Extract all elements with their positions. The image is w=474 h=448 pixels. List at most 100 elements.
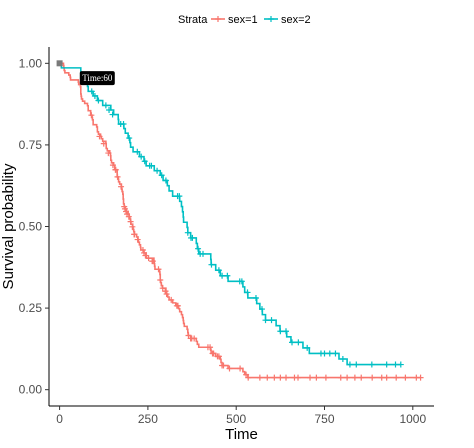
censor-mark-sex-1	[256, 374, 263, 381]
censor-mark-sex-2	[332, 350, 339, 357]
censor-mark-sex-1	[125, 213, 132, 220]
censor-mark-sex-2	[392, 361, 399, 368]
censor-mark-sex-2	[91, 92, 98, 99]
censor-mark-sex-1	[142, 252, 149, 259]
censor-mark-sex-1	[174, 302, 181, 309]
legend-key-mark-sex-2	[268, 16, 274, 22]
censor-mark-sex-2	[295, 339, 302, 346]
censor-mark-sex-1	[96, 133, 103, 140]
censor-mark-sex-2	[208, 261, 215, 268]
x-tick-label: 500	[226, 412, 246, 426]
censor-mark-sex-1	[112, 166, 119, 173]
censor-mark-sex-1	[358, 374, 365, 381]
y-tick-label: 0.00	[19, 383, 43, 397]
y-tick-label: 0.25	[19, 301, 43, 315]
censor-mark-sex-2	[268, 317, 275, 324]
censor-mark-sex-1	[277, 374, 284, 381]
y-tick-label: 1.00	[19, 56, 43, 70]
censor-mark-sex-1	[207, 344, 214, 351]
censor-mark-sex-1	[245, 374, 252, 381]
censor-mark-sex-1	[220, 362, 227, 369]
censor-mark-sex-1	[149, 258, 156, 265]
censor-mark-sex-2	[252, 294, 259, 301]
censor-mark-sex-1	[264, 374, 271, 381]
censor-mark-sex-2	[176, 193, 183, 200]
censor-mark-sex-2	[262, 317, 269, 324]
censor-mark-sex-2	[158, 172, 165, 179]
legend-title: Strata	[178, 14, 208, 26]
censor-mark-sex-1	[210, 350, 217, 357]
censor-mark-sex-2	[138, 153, 145, 160]
censor-mark-sex-1	[191, 335, 198, 342]
censor-mark-sex-1	[127, 218, 134, 225]
censor-mark-sex-2	[154, 167, 161, 174]
censor-mark-sex-1	[337, 374, 344, 381]
censor-mark-sex-1	[105, 150, 112, 157]
censor-mark-sex-1	[162, 288, 169, 295]
censor-mark-sex-2	[195, 245, 202, 252]
survival-curve-sex-2	[59, 62, 401, 366]
y-axis-title: Survival probability	[0, 163, 17, 289]
censor-mark-sex-2	[321, 350, 328, 357]
censor-mark-sex-1	[157, 277, 164, 284]
censor-mark-sex-1	[121, 205, 128, 212]
censor-mark-sex-2	[106, 106, 113, 113]
censor-mark-sex-1	[155, 266, 162, 273]
censor-mark-sex-2	[238, 278, 245, 285]
censor-mark-sex-1	[123, 208, 129, 215]
censor-mark-sex-2	[200, 250, 206, 257]
y-tick-label: 0.50	[19, 220, 43, 234]
censor-mark-sex-1	[100, 140, 107, 147]
x-tick-label: 1000	[399, 412, 426, 426]
censor-mark-sex-2	[304, 344, 311, 351]
censor-mark-sex-1	[322, 374, 329, 381]
y-tick-label: 0.75	[19, 138, 43, 152]
censor-mark-sex-2	[184, 229, 191, 236]
censor-mark-sex-2	[215, 267, 222, 274]
censor-mark-sex-2	[141, 158, 148, 165]
censor-mark-sex-1	[402, 374, 409, 381]
x-tick-label: 750	[314, 412, 334, 426]
censor-mark-sex-2	[224, 272, 231, 279]
censor-mark-sex-2	[148, 162, 155, 169]
censor-mark-sex-2	[189, 234, 196, 241]
censor-mark-sex-2	[95, 97, 102, 104]
censor-mark-sex-1	[237, 365, 244, 372]
censor-mark-sex-1	[344, 374, 351, 381]
censor-mark-sex-1	[351, 374, 358, 381]
legend-label-sex-1: sex=1	[228, 14, 258, 26]
censor-mark-sex-2	[353, 361, 360, 368]
censor-mark-sex-2	[88, 88, 95, 95]
censor-mark-sex-1	[271, 374, 278, 381]
legend-label-sex-2: sex=2	[281, 14, 311, 26]
x-tick-label: 250	[138, 412, 158, 426]
censor-mark-sex-1	[369, 374, 376, 381]
censor-mark-sex-2	[397, 361, 404, 368]
censor-mark-sex-2	[162, 177, 169, 184]
censor-mark-sex-2	[102, 102, 109, 109]
censor-mark-sex-2	[109, 111, 116, 118]
censor-mark-sex-2	[134, 148, 141, 155]
censor-mark-sex-1	[417, 374, 424, 381]
censor-mark-sex-2	[326, 350, 333, 357]
legend-key-mark-sex-1	[215, 16, 221, 22]
censor-mark-sex-1	[313, 374, 320, 381]
censor-mark-sex-1	[307, 374, 314, 381]
censor-mark-sex-2	[289, 339, 296, 346]
censor-mark-sex-1	[145, 255, 152, 262]
censor-mark-sex-1	[215, 353, 222, 360]
censor-mark-sex-2	[120, 121, 127, 128]
start-point-marker	[56, 60, 63, 67]
censor-mark-sex-1	[131, 231, 138, 238]
censor-mark-sex-1	[226, 365, 233, 372]
censor-mark-sex-2	[383, 361, 390, 368]
censor-mark-sex-1	[118, 183, 125, 190]
censor-mark-sex-1	[393, 374, 400, 381]
censor-mark-sex-1	[295, 374, 302, 381]
censor-mark-sex-1	[163, 291, 170, 298]
censor-mark-sex-2	[339, 356, 346, 363]
censor-mark-sex-2	[283, 328, 290, 335]
censor-mark-sex-2	[219, 272, 226, 279]
